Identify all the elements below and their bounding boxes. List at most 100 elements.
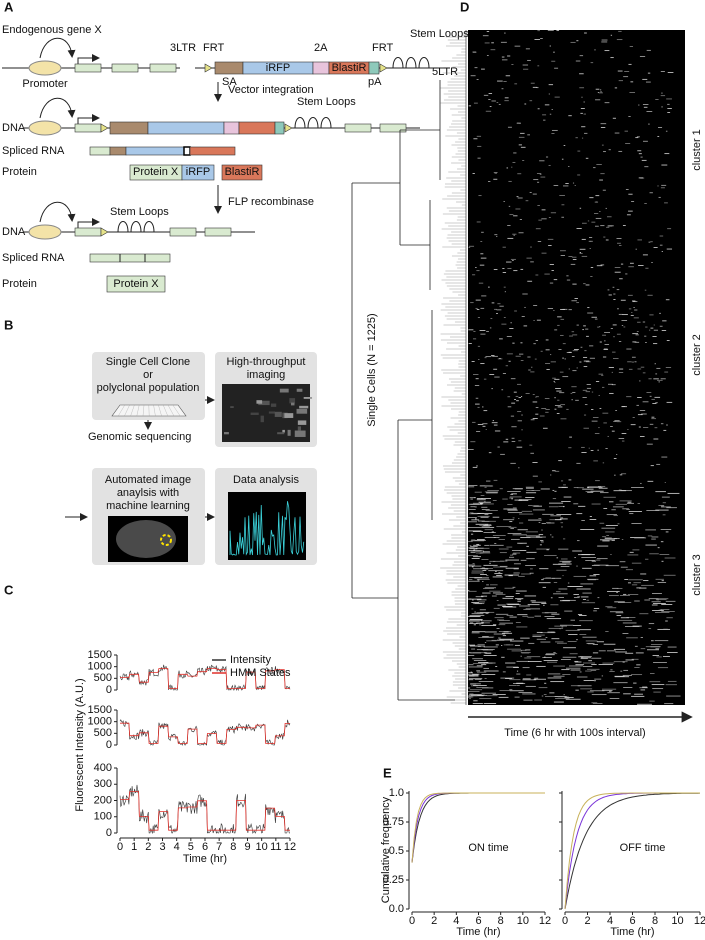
exon [169, 227, 197, 237]
heatmap-cell [541, 209, 546, 211]
heatmap-cell [530, 261, 534, 263]
label: DNA [2, 226, 26, 238]
heatmap-cell [515, 395, 519, 397]
heatmap-cell [624, 579, 629, 580]
heatmap-cell [608, 294, 612, 296]
y-tick-label: 1500 [88, 649, 112, 661]
heatmap-cell [469, 694, 482, 695]
heatmap-cell [501, 656, 505, 658]
heatmap-cell [538, 522, 541, 523]
heatmap-cell [539, 160, 545, 162]
heatmap-cell [477, 515, 490, 517]
heatmap-cell [621, 473, 627, 475]
label: Time (hr) [610, 926, 654, 938]
heatmap-cell [596, 641, 604, 643]
heatmap-cell [589, 248, 591, 249]
heatmap-cell [479, 503, 483, 505]
heatmap-cell [625, 652, 634, 654]
heatmap-cell [661, 496, 670, 498]
heatmap-cell [667, 112, 671, 113]
heatmap-cell [603, 422, 607, 424]
heatmap-cell [468, 679, 474, 681]
heatmap-cell [469, 577, 482, 578]
heatmap-cell [636, 587, 642, 589]
heatmap-cell [496, 102, 499, 103]
heatmap-cell [506, 353, 513, 355]
heatmap-cell [468, 245, 475, 247]
heatmap-cell [513, 391, 517, 393]
heatmap-cell [571, 386, 577, 388]
heatmap-cell [484, 491, 499, 493]
shape [221, 164, 263, 181]
heatmap-cell [538, 518, 542, 519]
heatmap-cell [559, 560, 572, 562]
heatmap-cell [528, 519, 542, 521]
heatmap-cell [492, 355, 498, 357]
heatmap-cell [582, 389, 588, 391]
heatmap-cell [624, 130, 629, 132]
heatmap-cell [534, 677, 539, 679]
heatmap-cell [497, 639, 512, 641]
heatmap-cell [485, 110, 492, 112]
heatmap-cell [651, 593, 662, 594]
heatmap-cell [530, 82, 535, 84]
heatmap-cell [552, 489, 555, 491]
heatmap-cell [502, 671, 506, 673]
heatmap-cell [518, 232, 524, 234]
heatmap-cell [542, 657, 552, 658]
heatmap-cell [611, 509, 616, 511]
heatmap-cell [589, 357, 596, 359]
heatmap-cell [471, 608, 474, 610]
photo-detail [294, 430, 306, 437]
exon [344, 123, 372, 133]
heatmap-cell [659, 235, 664, 237]
heatmap-cell [559, 628, 561, 630]
heatmap-cell [604, 344, 610, 345]
heatmap-cell [597, 597, 600, 599]
heatmap-cell [478, 681, 494, 682]
heatmap-cell [502, 498, 508, 500]
heatmap-cell [536, 173, 542, 174]
heatmap-cell [547, 238, 554, 240]
x-tick-label: 4 [607, 915, 613, 927]
heatmap-cell [643, 580, 649, 582]
heatmap-cell [469, 548, 475, 550]
heatmap-cell [628, 63, 632, 65]
heatmap-cell [471, 539, 476, 541]
heatmap-cell [593, 167, 596, 169]
heatmap-cell [468, 675, 479, 677]
heatmap-cell [491, 388, 493, 390]
heatmap-cell [471, 558, 480, 559]
label: Protein [2, 166, 37, 178]
heatmap-cell [601, 41, 608, 43]
heatmap-cell [667, 103, 670, 105]
heatmap-cell [536, 548, 550, 550]
heatmap-cell [640, 482, 642, 484]
heatmap-cell [619, 474, 623, 476]
label: BlastiR [332, 62, 367, 74]
heatmap-cell [598, 664, 613, 665]
heatmap-cell [494, 430, 501, 432]
heatmap-cell [468, 565, 482, 567]
heatmap-cell [521, 429, 523, 431]
heatmap-cell [513, 572, 520, 574]
heatmap-cell [613, 661, 628, 663]
heatmap-cell [469, 615, 485, 616]
heatmap-cell [655, 599, 667, 601]
heatmap-cell [471, 361, 475, 362]
x-tick-label: 10 [517, 915, 529, 927]
heatmap-cell [628, 193, 633, 195]
heatmap-cell [507, 55, 511, 57]
heatmap-cell [497, 446, 500, 448]
heatmap-cell [544, 696, 555, 697]
heatmap-cell [649, 314, 654, 316]
heatmap-cell [479, 513, 493, 514]
heatmap-cell [515, 590, 527, 592]
heatmap-cell [534, 358, 537, 360]
heatmap-cell [516, 673, 521, 675]
x-tick-label: 2 [145, 841, 151, 853]
heatmap-cell [663, 429, 667, 431]
heatmap-cell [537, 241, 542, 242]
heatmap-cell [665, 299, 670, 301]
heatmap-cell [576, 513, 583, 515]
